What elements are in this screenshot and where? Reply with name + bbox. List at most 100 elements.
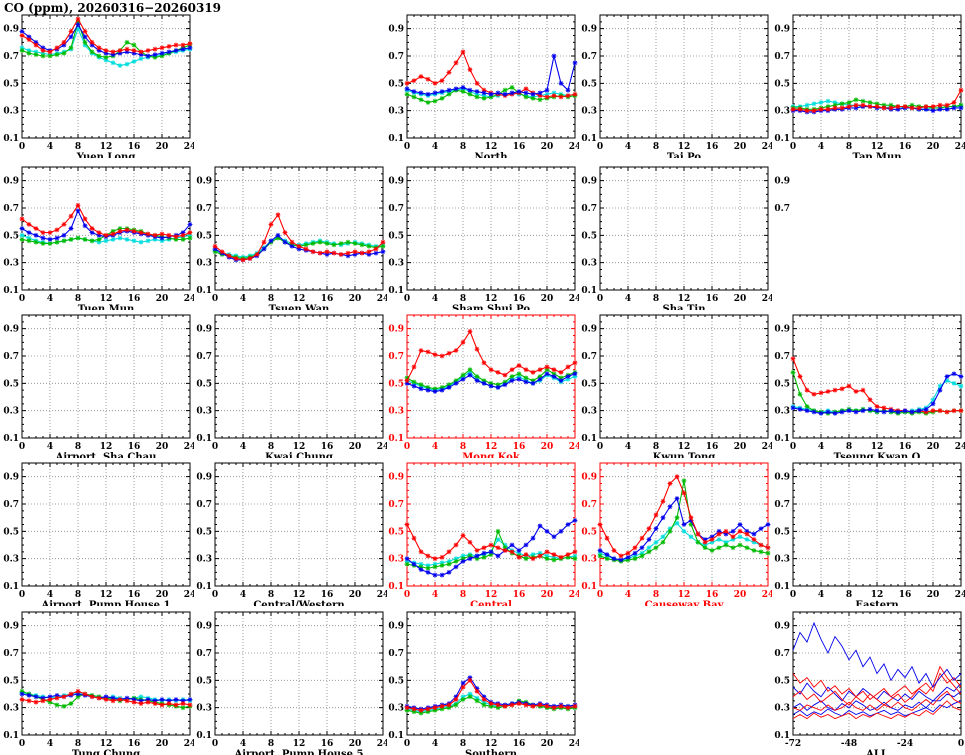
chart-station-title: Sham Shui Po <box>452 304 530 310</box>
y-tick-label: 0.3 <box>774 407 790 417</box>
y-tick-label: 0.1 <box>388 731 404 741</box>
y-tick-label: 0.7 <box>3 649 19 659</box>
chart-canvas: 0.1 0.3 0.5 0.7 0.9 0 4 8 12 16 20 24 Causeway Bay <box>581 462 772 606</box>
chart-canvas: 0.1 0.3 0.5 0.7 0.9 0 4 8 12 16 20 24 Airport, Pump … <box>196 611 387 755</box>
chart-station-title: Mong Kok <box>462 452 521 458</box>
y-tick-label: 0.3 <box>196 259 212 269</box>
y-tick-label: 0.9 <box>581 25 597 35</box>
page-title: CO (ppm), 20260316−20260319 <box>4 1 222 15</box>
y-tick-label: 0.5 <box>3 527 19 537</box>
y-tick-label: 0.9 <box>3 473 19 483</box>
x-tick-label: 24 <box>955 590 965 600</box>
series-line-blue <box>792 621 962 689</box>
y-tick-label: 0.9 <box>196 473 212 483</box>
x-tick-label: 4 <box>432 442 438 452</box>
x-tick-label: 0 <box>19 590 25 600</box>
y-tick-label: 0.5 <box>3 231 19 241</box>
y-tick-label: 0.3 <box>774 704 790 714</box>
y-tick-label: 0.7 <box>388 649 404 659</box>
y-tick-label: 0.1 <box>3 434 19 444</box>
y-tick-label: 0.3 <box>581 107 597 117</box>
series-line-red <box>792 672 962 701</box>
x-tick-label: 0 <box>597 294 603 304</box>
chart-canvas: 0.9 0.7 <box>774 177 790 214</box>
chart-central: 0.1 0.3 0.5 0.7 0.9 0 4 8 12 16 20 24 Central <box>386 461 579 606</box>
x-tick-label: 0 <box>404 739 410 749</box>
x-tick-label: 24 <box>377 739 387 749</box>
x-tick-label: 20 <box>156 442 169 452</box>
y-tick-label: 0.3 <box>388 107 404 117</box>
y-tick-label: 0.5 <box>388 379 404 389</box>
chart-causeway-bay: 0.1 0.3 0.5 0.7 0.9 0 4 8 12 16 20 24 Causeway Bay <box>579 461 772 606</box>
x-tick-label: 20 <box>541 590 554 600</box>
y-tick-label: 0.1 <box>3 731 19 741</box>
y-tick-label: 0.3 <box>388 555 404 565</box>
x-tick-label: 8 <box>460 590 466 600</box>
x-tick-label: 12 <box>293 590 306 600</box>
chart-canvas: 0.1 0.3 0.5 0.7 0.9 0 4 8 12 16 20 24 Central <box>388 462 579 606</box>
series-markers-red <box>212 212 386 263</box>
x-tick-label: 24 <box>955 442 965 452</box>
y-tick-label: 0.1 <box>388 434 404 444</box>
series-markers-red <box>790 87 964 114</box>
y-tick-label: 0.9 <box>388 177 404 187</box>
x-tick-label: 20 <box>156 739 169 749</box>
y-tick-label: 0.9 <box>3 25 19 35</box>
x-tick-label: 4 <box>625 294 631 304</box>
x-tick-label: 12 <box>678 142 691 152</box>
x-tick-label: 16 <box>513 294 526 304</box>
x-tick-label: 12 <box>678 590 691 600</box>
x-tick-label: 24 <box>184 142 194 152</box>
chart-central-western: 0.1 0.3 0.5 0.7 0.9 0 4 8 12 16 20 24 Central/Wester… <box>194 461 387 606</box>
x-tick-label: 24 <box>955 142 965 152</box>
x-tick-label: 4 <box>47 294 53 304</box>
axis-fragment: 0.9 0.7 <box>772 165 965 310</box>
x-tick-label: 16 <box>513 590 526 600</box>
chart-canvas: 0.1 0.3 0.5 0.7 0.9 0 4 8 12 16 20 24 Mong Kok <box>388 314 579 458</box>
chart-canvas: 0.1 0.3 0.5 0.7 0.9 0 4 8 12 16 20 24 Southern <box>388 611 579 755</box>
y-tick-label: 0.5 <box>388 527 404 537</box>
y-tick-label: 0.5 <box>774 676 790 686</box>
x-tick-label: 20 <box>927 442 940 452</box>
x-tick-label: 0 <box>958 739 964 749</box>
x-tick-label: 4 <box>47 739 53 749</box>
chart-yuen-long: 0.1 0.3 0.5 0.7 0.9 0 4 8 12 16 20 24 Yuen Long <box>1 13 194 158</box>
x-tick-label: 16 <box>513 142 526 152</box>
x-tick-label: 4 <box>625 142 631 152</box>
x-tick-label: 8 <box>846 142 852 152</box>
chart-tap-mun: 0.1 0.3 0.5 0.7 0.9 0 4 8 12 16 20 24 Tap Mun <box>772 13 965 158</box>
chart-tai-po: 0.1 0.3 0.5 0.7 0.9 0 4 8 12 16 20 24 Tai Po <box>579 13 772 158</box>
y-tick-label: 0.7 <box>581 500 597 510</box>
x-tick-label: 20 <box>349 739 362 749</box>
x-tick-label: 0 <box>212 442 218 452</box>
x-tick-label: 16 <box>513 739 526 749</box>
y-tick-label: 0.7 <box>581 52 597 62</box>
y-tick-label: 0.3 <box>3 555 19 565</box>
y-tick-label: 0.5 <box>3 379 19 389</box>
y-tick-label: 0.1 <box>3 582 19 592</box>
x-tick-label: 24 <box>762 442 772 452</box>
x-tick-label: 24 <box>184 739 194 749</box>
series-markers-blue <box>597 496 771 563</box>
x-tick-label: 0 <box>19 142 25 152</box>
x-tick-label: 16 <box>321 294 334 304</box>
x-tick-label: 0 <box>19 739 25 749</box>
series-markers-red <box>790 356 964 415</box>
chart-canvas: 0.1 0.3 0.5 0.7 0.9 0 4 8 12 16 20 24 Tuen Mun <box>3 166 194 310</box>
y-tick-label: 0.3 <box>196 555 212 565</box>
y-tick-label: 0.5 <box>774 379 790 389</box>
y-tick-label: 0.9 <box>774 177 790 187</box>
chart-station-title: Tai Po <box>667 152 701 158</box>
x-tick-label: 16 <box>321 442 334 452</box>
chart-canvas: 0.1 0.3 0.5 0.7 0.9 0 4 8 12 16 20 24 North <box>388 14 579 158</box>
y-tick-label: 0.3 <box>388 407 404 417</box>
plot-frame <box>214 462 384 587</box>
x-tick-label: 16 <box>128 739 141 749</box>
x-tick-label: 4 <box>47 590 53 600</box>
x-tick-label: 8 <box>846 590 852 600</box>
y-tick-label: 0.3 <box>774 555 790 565</box>
y-tick-label: 0.9 <box>388 622 404 632</box>
y-tick-label: 0.3 <box>3 259 19 269</box>
y-tick-label: 0.1 <box>581 134 597 144</box>
chart-airport-pump-house-1: 0.1 0.3 0.5 0.7 0.9 0 4 8 12 16 20 24 Airport, Pump … <box>1 461 194 606</box>
